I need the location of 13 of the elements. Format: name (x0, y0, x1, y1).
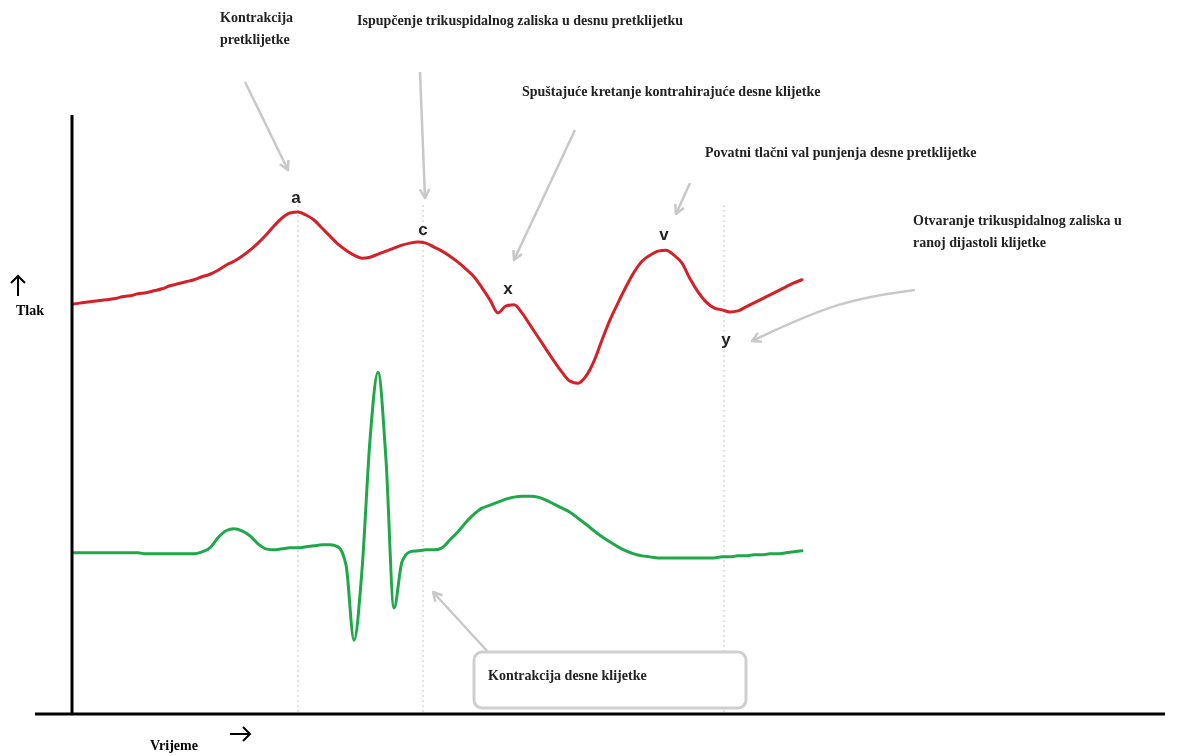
text: Ispupčenje trikuspidalnog zaliska u desnu pretklijetku (357, 13, 684, 28)
text: Otvaranje trikuspidalnog zaliska u ranoj dijastoli klijetke (913, 213, 1123, 250)
annotation: Kontrakcija desne klijetke (488, 668, 647, 683)
annotation: v (659, 225, 670, 244)
y-axis-title: Tlak (16, 303, 45, 318)
annotation: c (418, 220, 428, 239)
text: Spuštajuće kretanje kontrahirajuće desne klijetke (522, 84, 821, 99)
text: a (291, 188, 302, 207)
text: Povatni tlačni val punjenja desne pretklijetke (705, 145, 977, 160)
text: Kontrakcija pretklijetke (220, 10, 294, 47)
annotation: x (503, 279, 514, 298)
x-axis-title: Vrijeme (150, 738, 198, 753)
annotation: y (721, 330, 732, 349)
